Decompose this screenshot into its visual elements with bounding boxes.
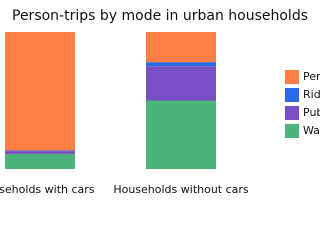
- x-tick-label: Households without cars: [113, 183, 249, 196]
- bar-segment: [146, 66, 216, 101]
- chart: Person-trips by mode in urban households…: [0, 8, 320, 196]
- legend-swatch: [285, 70, 299, 84]
- legend-label: Pub: [303, 106, 320, 119]
- x-tick-label: ouseholds with cars: [0, 183, 95, 196]
- bar-segment: [146, 32, 216, 63]
- bar-segment: [5, 151, 75, 154]
- legend-swatch: [285, 124, 299, 138]
- legend-swatch: [285, 106, 299, 120]
- legend-swatch: [285, 88, 299, 102]
- bar-segment: [5, 153, 75, 169]
- bar-segment: [146, 100, 216, 169]
- bar-segment: [5, 32, 75, 151]
- bar-segment: [146, 62, 216, 67]
- legend-label: Wa: [303, 124, 320, 137]
- page: Person-trips by mode in urban households…: [0, 8, 320, 196]
- legend-label: Pers: [303, 70, 320, 83]
- chart-title: Person-trips by mode in urban households: [12, 8, 308, 24]
- legend-label: Ride: [303, 88, 320, 101]
- bar-segment: [5, 150, 75, 152]
